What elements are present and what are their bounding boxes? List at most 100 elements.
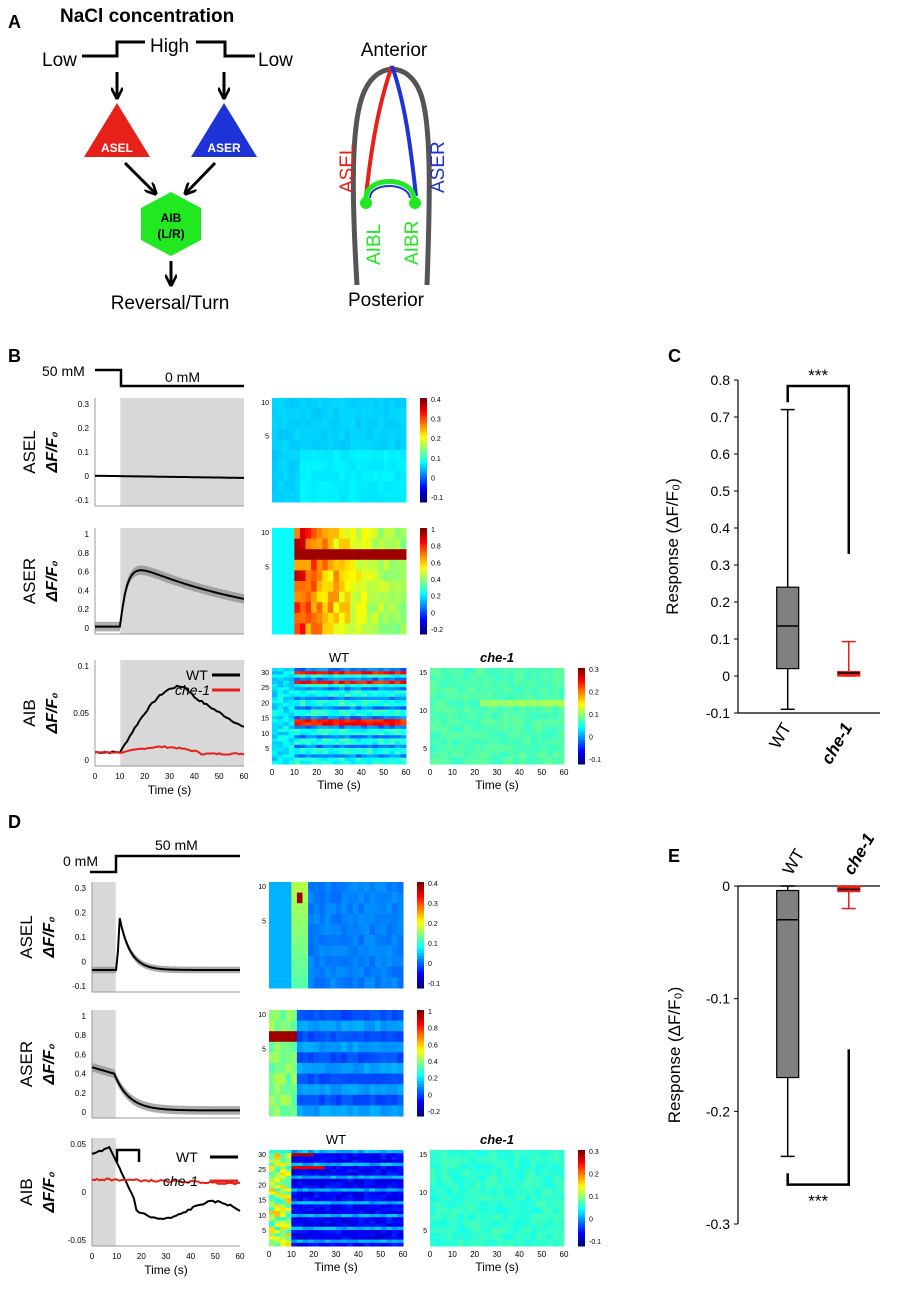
heatmap-cell (452, 732, 459, 739)
heatmap-cell (363, 1182, 370, 1186)
heatmap-cell (285, 1178, 292, 1183)
heatmap-cell (327, 602, 334, 614)
colorbar-segment (417, 1033, 424, 1037)
heatmap-cell (330, 1041, 337, 1053)
heatmap-cell (383, 581, 390, 593)
heatmap-cell (502, 719, 509, 727)
heatmap-y-tick: 5 (262, 918, 266, 925)
heatmap-cell (336, 1217, 343, 1221)
heatmap-cell (355, 674, 362, 679)
heatmap-cell (280, 913, 287, 925)
colorbar-tick: 0.1 (589, 1194, 599, 1201)
heatmap-cell (386, 1204, 393, 1209)
heatmap-cell (313, 1185, 320, 1189)
heatmap-cell (491, 680, 498, 688)
heatmap-cell (322, 549, 329, 561)
heatmap-cell (339, 735, 346, 739)
heatmap-cell (305, 674, 312, 679)
heatmap-cell (336, 1220, 343, 1225)
heatmap-cell (552, 1182, 559, 1189)
heatmap-cell (350, 439, 357, 451)
heatmap-cell (291, 1191, 298, 1196)
heatmap-cell (322, 674, 329, 679)
heatmap-cell (299, 757, 306, 762)
colorbar-segment (417, 945, 424, 949)
heatmap-cell (277, 684, 284, 688)
heatmap-cell (457, 1182, 464, 1189)
heatmap-cell (355, 623, 362, 635)
heatmap-cell (383, 732, 390, 736)
heatmap-cell (305, 732, 312, 736)
heatmap-cell (308, 1166, 315, 1170)
heatmap-cell (441, 1201, 448, 1209)
heatmap-cell (378, 418, 385, 430)
heatmap-cell (435, 674, 442, 682)
heatmap-cell (341, 1185, 348, 1189)
heatmap-cell (530, 1162, 537, 1170)
heatmap-cell (339, 668, 346, 672)
heatmap-cell (366, 751, 373, 755)
heatmap-cell (457, 700, 464, 707)
heatmap-cell (361, 716, 368, 720)
heatmap-cell (330, 1233, 337, 1237)
heatmap-cell (524, 719, 531, 727)
heatmap-cell (463, 744, 470, 752)
heatmap-cell (291, 1178, 298, 1183)
heatmap-cell (308, 1153, 315, 1157)
heatmap-cell (316, 738, 323, 743)
heatmap-cell (269, 903, 276, 915)
heatmap-cell (330, 1150, 337, 1154)
heatmap-cell (397, 966, 404, 978)
heatmap-cell (491, 719, 498, 727)
heatmap-cell (363, 903, 370, 915)
heatmap-cell (311, 668, 318, 672)
heatmap-cell (536, 712, 543, 720)
heatmap-cell (316, 696, 323, 701)
heatmap-cell (311, 690, 318, 695)
heatmap-cell (285, 1052, 292, 1064)
heatmap-cell (391, 1233, 398, 1237)
heatmap-cell (400, 725, 407, 730)
heatmap-cell (296, 1041, 303, 1053)
heatmap-cell (283, 760, 290, 765)
heatmap-cell (336, 924, 343, 936)
heatmap-cell (361, 744, 368, 749)
heatmap-cell (508, 751, 515, 759)
heatmap-cell (547, 668, 554, 675)
heatmap-cell (280, 1178, 287, 1183)
heatmap-cell (391, 1094, 398, 1106)
heatmap-cell (361, 429, 368, 441)
heatmap-cell (519, 1239, 526, 1247)
heatmap-cell (269, 1201, 276, 1205)
heatmap-cell (324, 1063, 331, 1075)
heatmap-cell (355, 470, 362, 482)
heatmap-cell (311, 450, 318, 461)
heatmap-cell (446, 680, 453, 688)
heatmap-cell (333, 754, 340, 759)
heatmap-cell (324, 913, 331, 925)
heatmap-x-tick: 20 (309, 1250, 318, 1259)
colorbar-segment (578, 1222, 585, 1225)
heatmap-cell (389, 757, 396, 762)
heatmap-cell (397, 1185, 404, 1189)
heatmap-cell (344, 696, 351, 701)
heatmap-cell (369, 966, 376, 978)
heatmap-cell (339, 591, 346, 603)
heatmap-cell (372, 418, 379, 430)
colorbar-segment (417, 1060, 424, 1064)
heatmap-cell (333, 712, 340, 717)
heatmap-cell (311, 709, 318, 714)
heatmap-cell (347, 1175, 354, 1180)
heatmap-cell (469, 719, 476, 727)
heatmap-cell (302, 945, 309, 957)
heatmap-cell (375, 1223, 382, 1228)
heatmap-cell (339, 751, 346, 755)
heatmap-cell (308, 1214, 315, 1218)
heatmap-cell (269, 1159, 276, 1164)
heatmap-cell (558, 1226, 565, 1234)
heatmap-cell (316, 538, 323, 550)
heatmap-cell (308, 1210, 315, 1215)
heatmap-cell (291, 1041, 298, 1053)
heatmap-cell (327, 751, 334, 755)
heatmap-cell (369, 1153, 376, 1157)
